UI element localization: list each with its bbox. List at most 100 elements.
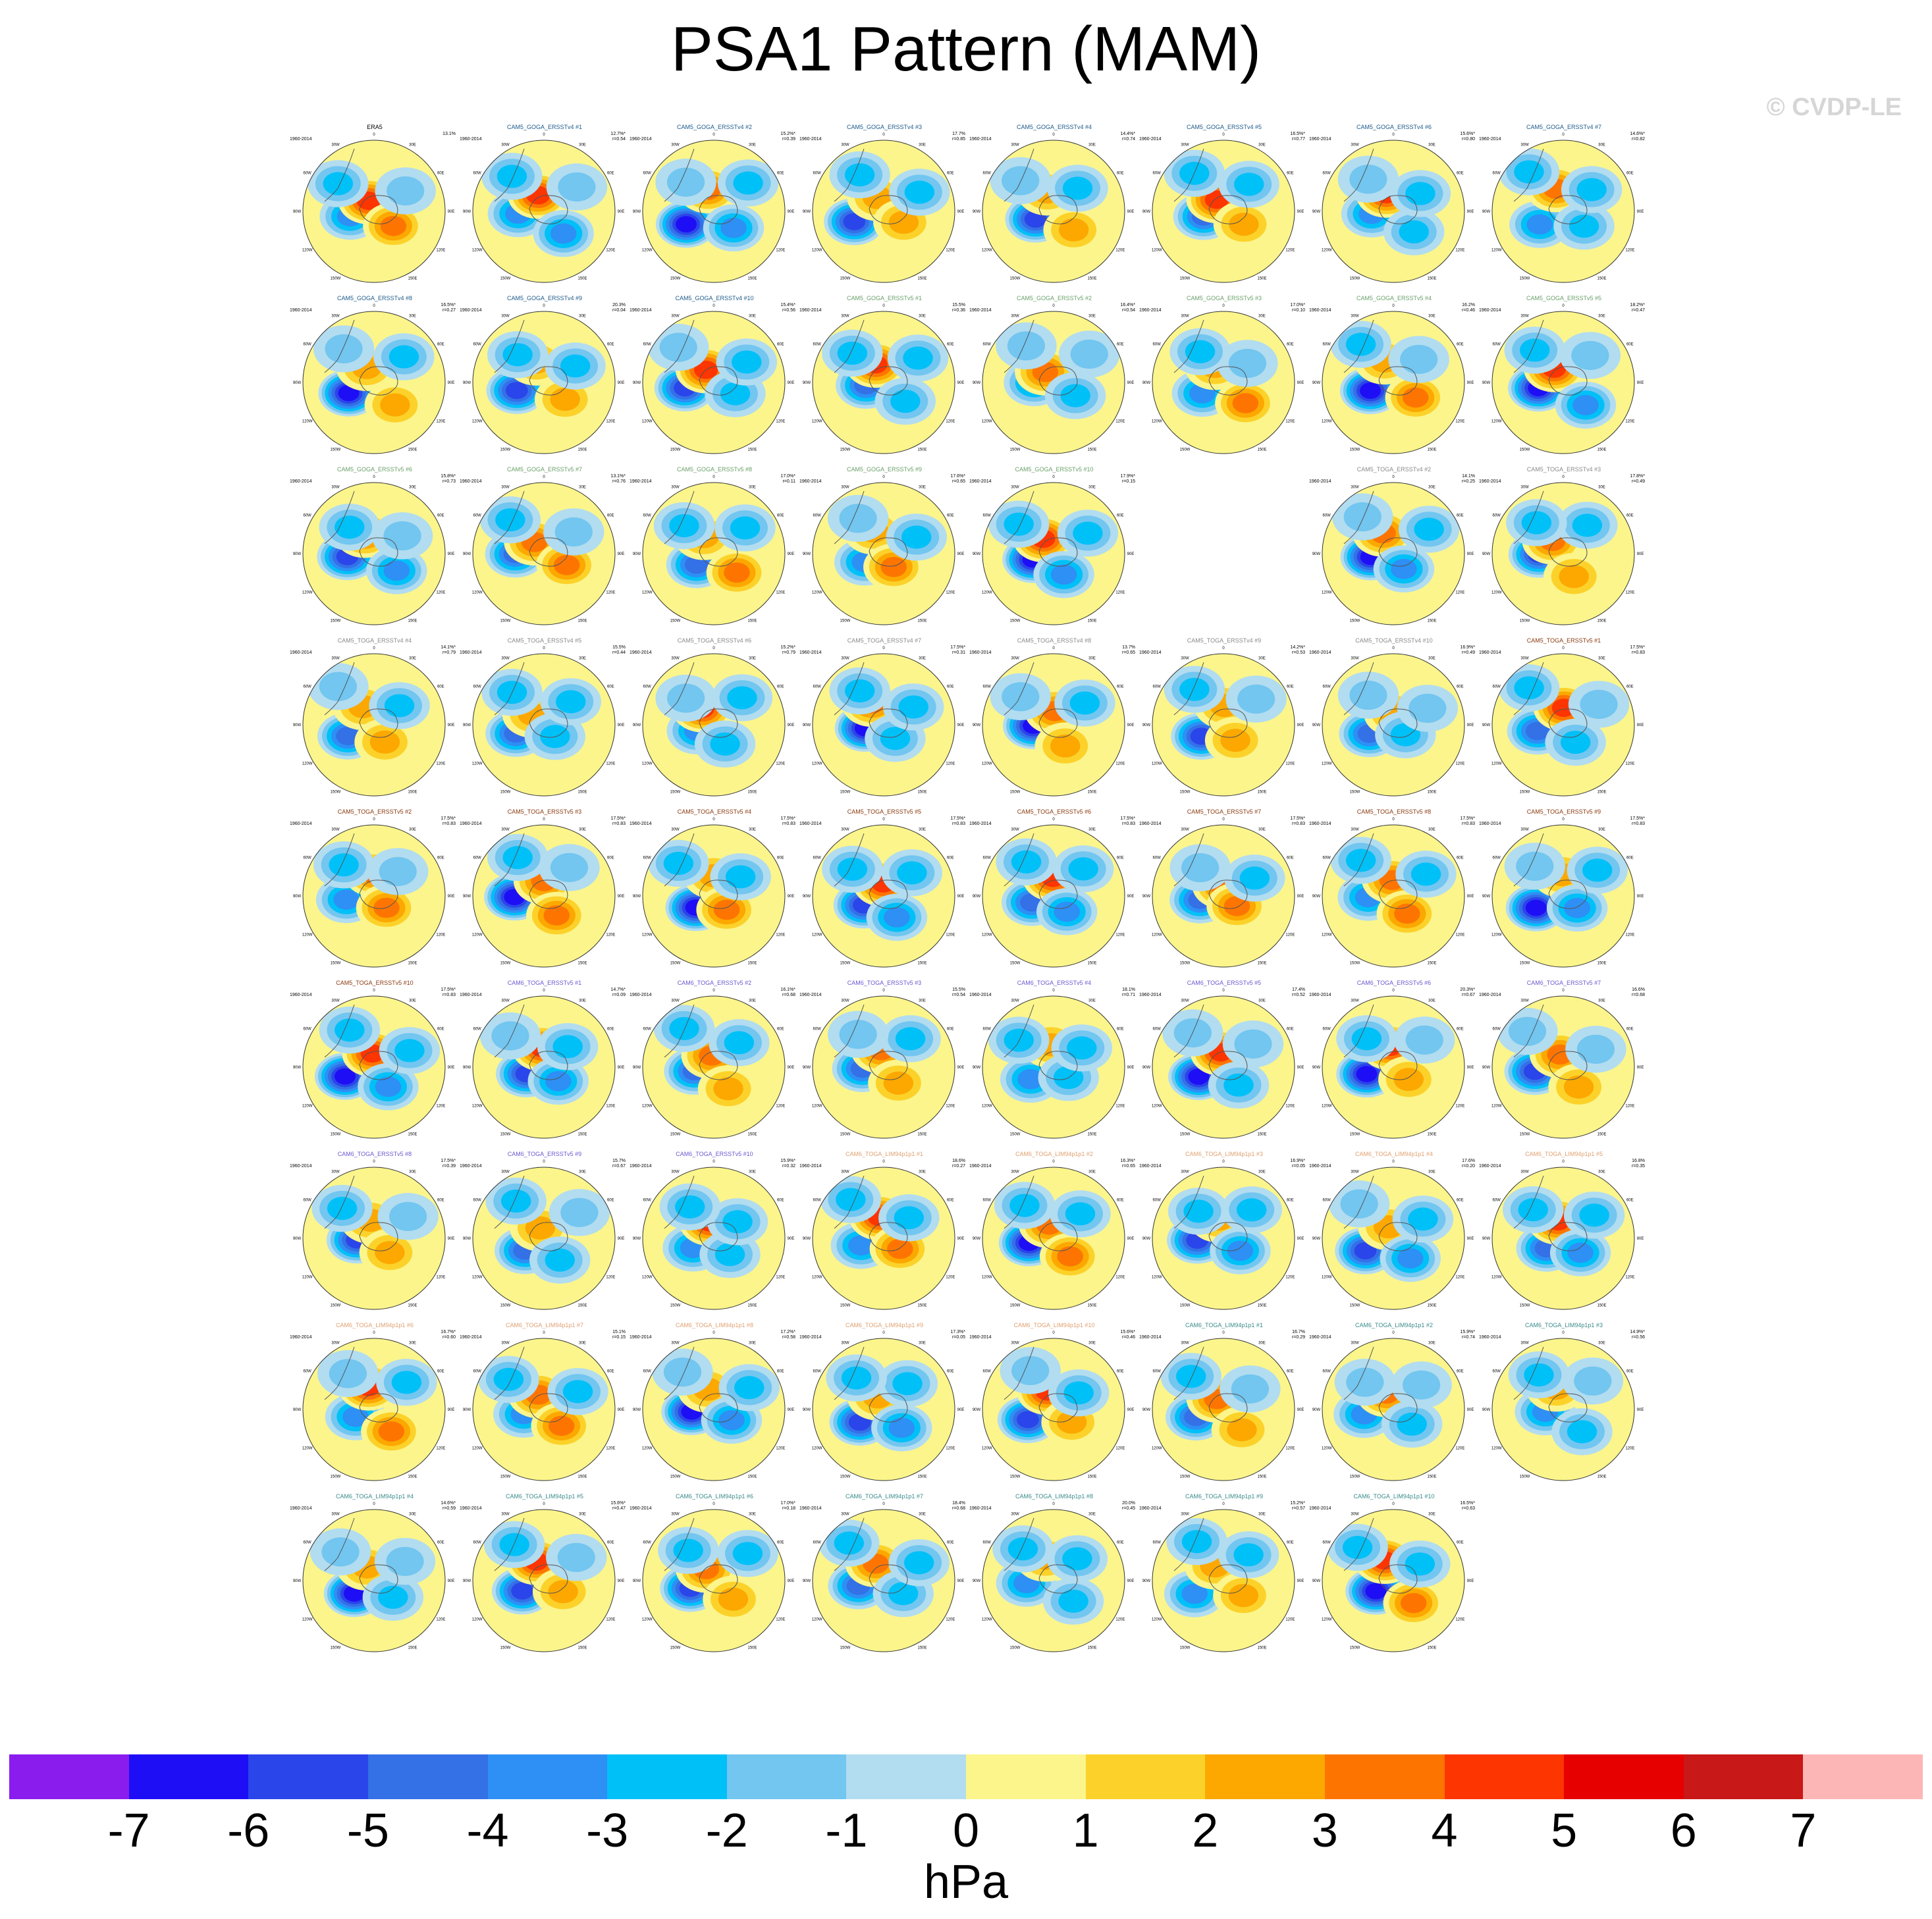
- longitude-label: 150W: [1010, 1475, 1021, 1479]
- panel-title: CAM5_GOGA_ERSSTv4 #9: [506, 295, 583, 302]
- longitude-label: 150W: [1180, 1132, 1191, 1136]
- longitude-label: 90W: [293, 1237, 302, 1241]
- panel-period: 1960-2014: [1139, 1506, 1162, 1511]
- panel-title: CAM5_GOGA_ERSSTv4 #8: [336, 295, 413, 302]
- longitude-label: 60E: [1287, 1028, 1294, 1032]
- panel-correlation: r=0.29: [1291, 1335, 1305, 1340]
- longitude-label: 120W: [812, 933, 822, 937]
- colorbar-tick-label: -3: [586, 1804, 629, 1857]
- longitude-label: 60E: [607, 1370, 614, 1374]
- longitude-label: 90W: [293, 210, 302, 214]
- longitude-label: 150W: [1520, 619, 1530, 623]
- map-panel: CAM5_GOGA_ERSSTv5 #7 1960-2014 13.1%* r=0.7…: [460, 465, 630, 628]
- longitude-label: 60W: [1493, 343, 1501, 347]
- longitude-label: 150E: [1427, 276, 1436, 280]
- panel-variance-explained: 18.2%*: [1630, 303, 1645, 307]
- panel-variance-explained: 15.7%: [612, 1159, 626, 1163]
- longitude-label: 60W: [1493, 172, 1501, 176]
- colorbar-tick-label: 3: [1311, 1804, 1338, 1857]
- longitude-label: 60W: [813, 172, 822, 176]
- longitude-label: 150E: [408, 1646, 417, 1650]
- longitude-label: 120E: [606, 1447, 615, 1451]
- longitude-label: 60E: [607, 172, 614, 176]
- longitude-label: 120E: [1115, 933, 1125, 937]
- panel-correlation: r=0.76: [612, 479, 626, 484]
- longitude-label: 60E: [1457, 1541, 1464, 1545]
- longitude-label: 60E: [437, 1199, 444, 1203]
- longitude-label: 120W: [982, 420, 992, 424]
- longitude-label: 90W: [463, 381, 471, 385]
- panel-correlation: r=0.79: [782, 650, 795, 655]
- longitude-label: 60W: [983, 856, 992, 860]
- polar-map: 030E60E90E120E150E180150W120W90W60W30W: [803, 1502, 964, 1652]
- longitude-label: 90E: [1637, 1408, 1644, 1412]
- longitude-label: 60E: [777, 1541, 784, 1545]
- longitude-label: 150E: [408, 1303, 417, 1307]
- longitude-label: 120W: [1491, 591, 1502, 595]
- colorbar-box: [248, 1754, 368, 1799]
- longitude-label: 120W: [982, 1618, 992, 1622]
- longitude-label: 60E: [777, 1199, 784, 1203]
- longitude-label: 30E: [919, 999, 926, 1003]
- longitude-label: 30E: [919, 828, 926, 832]
- longitude-label: 90W: [633, 1408, 641, 1412]
- longitude-label: 60E: [607, 343, 614, 347]
- longitude-label: 30W: [1011, 486, 1019, 490]
- polar-map: 030E60E90E120E150E180150W120W90W60W30W: [1142, 989, 1304, 1139]
- longitude-label: 0: [882, 1160, 885, 1164]
- longitude-label: 0: [543, 989, 545, 993]
- longitude-label: 120W: [302, 591, 313, 595]
- longitude-label: 60E: [437, 1541, 444, 1545]
- panel-title: CAM6_TOGA_LIM94p1p1 #10: [1013, 1322, 1095, 1328]
- longitude-label: 150W: [840, 1475, 851, 1479]
- longitude-label: 90E: [957, 1066, 965, 1070]
- longitude-label: 90E: [448, 1579, 455, 1583]
- longitude-label: 150W: [331, 1303, 341, 1307]
- longitude-label: 60W: [813, 685, 822, 689]
- longitude-label: 90W: [293, 552, 302, 556]
- longitude-label: 30W: [1181, 1513, 1189, 1517]
- longitude-label: 30W: [501, 828, 510, 832]
- longitude-label: 60W: [1153, 1370, 1162, 1374]
- map-panel: CAM5_GOGA_ERSSTv5 #5 1960-2014 18.2%* r=0.4…: [1479, 294, 1649, 457]
- longitude-label: 150W: [1010, 1646, 1021, 1650]
- longitude-label: 90E: [618, 1237, 625, 1241]
- longitude-label: 150E: [1257, 1303, 1266, 1307]
- panel-correlation: r=0.68: [1631, 993, 1645, 997]
- polar-map: 030E60E90E120E150E180150W120W90W60W30W: [293, 304, 454, 454]
- longitude-label: 120E: [946, 762, 955, 766]
- longitude-label: 120E: [1285, 1105, 1295, 1109]
- longitude-label: 30E: [409, 828, 416, 832]
- colorbar-box: [1683, 1754, 1804, 1799]
- longitude-label: 90W: [463, 1408, 471, 1412]
- longitude-label: 0: [543, 133, 545, 137]
- longitude-label: 150E: [1597, 961, 1606, 965]
- panel-period: 1960-2014: [290, 137, 312, 142]
- longitude-label: 60W: [643, 1199, 652, 1203]
- longitude-label: 90W: [463, 210, 471, 214]
- longitude-label: 60E: [607, 685, 614, 689]
- panel-title: CAM6_TOGA_ERSSTv5 #8: [337, 1151, 412, 1157]
- longitude-label: 150E: [1257, 1646, 1266, 1650]
- longitude-label: 30W: [1351, 657, 1359, 661]
- polar-map: 030E60E90E120E150E180150W120W90W60W30W: [1312, 818, 1474, 968]
- longitude-label: 120W: [1322, 762, 1332, 766]
- longitude-label: 0: [373, 1160, 375, 1164]
- longitude-label: 60W: [473, 1370, 482, 1374]
- panel-period: 1960-2014: [290, 1164, 312, 1169]
- longitude-label: 60E: [1457, 1370, 1464, 1374]
- longitude-label: 150E: [917, 961, 926, 965]
- panel-title: CAM5_GOGA_ERSSTv4 #1: [506, 124, 583, 130]
- longitude-label: 150E: [917, 790, 926, 794]
- longitude-label: 60W: [643, 1028, 652, 1032]
- longitude-label: 30W: [331, 486, 340, 490]
- longitude-label: 90W: [1312, 895, 1321, 899]
- panel-period: 1960-2014: [630, 308, 652, 313]
- longitude-label: 120W: [472, 1447, 483, 1451]
- longitude-label: 30W: [501, 657, 510, 661]
- longitude-label: 150E: [917, 1132, 926, 1136]
- longitude-label: 120E: [606, 762, 615, 766]
- longitude-label: 120E: [1285, 420, 1295, 424]
- colorbar-box: [966, 1754, 1086, 1799]
- panel-period: 1960-2014: [460, 650, 482, 655]
